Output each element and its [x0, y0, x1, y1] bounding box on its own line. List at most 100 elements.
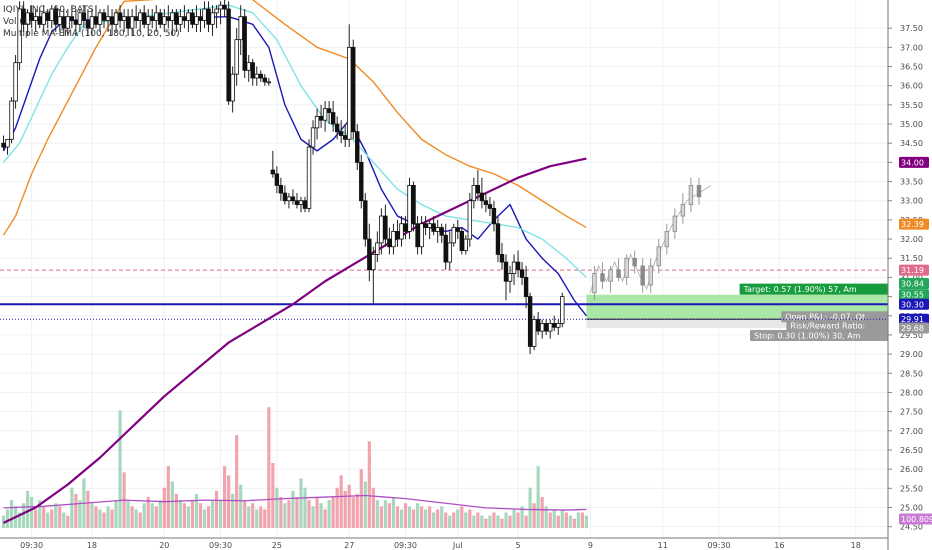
candle-body: [194, 16, 199, 25]
candle: [411, 181, 416, 232]
candle-body: [69, 16, 75, 21]
projection-candle: [680, 193, 686, 224]
y-tick-label: 24.50: [900, 523, 923, 532]
candle-body: [519, 269, 525, 278]
volume-bar: [218, 500, 223, 528]
candle-body: [367, 238, 372, 271]
candle: [318, 104, 324, 128]
volume-bar: [158, 500, 162, 528]
candle: [367, 223, 372, 282]
candle-body: [29, 12, 34, 21]
volume-bar: [50, 509, 54, 528]
volume-bar: [460, 506, 464, 528]
candle: [49, 5, 54, 29]
price-tag: 29.68: [899, 322, 929, 334]
candle: [531, 315, 537, 351]
horizontal-lines-layer: [0, 269, 888, 320]
volume-bar: [206, 506, 211, 528]
volume-bar: [255, 509, 259, 528]
volume-bar: [186, 506, 191, 528]
candle: [351, 39, 356, 140]
candle-body: [330, 112, 336, 125]
price-tag: 30.30: [899, 298, 929, 310]
candle-body: [471, 184, 477, 202]
candle-body: [93, 16, 99, 25]
candle-body: [13, 62, 18, 102]
projection-candle: [600, 262, 605, 289]
price-tag-background: [899, 264, 929, 276]
projection-candle: [624, 254, 629, 286]
y-tick-label: 29.50: [900, 331, 923, 340]
candle-body: [198, 16, 203, 21]
volume-bar: [102, 512, 106, 528]
volume-bar: [214, 490, 219, 528]
candle-body: [214, 8, 219, 14]
candle-body: [117, 12, 123, 21]
candle-body: [286, 196, 292, 202]
projection-candle-body: [616, 269, 621, 278]
candle-body: [230, 73, 235, 102]
candle: [302, 196, 308, 213]
candle-body: [395, 231, 400, 240]
candle-body: [483, 200, 489, 205]
stop-zone: [586, 319, 888, 329]
candle-body: [141, 12, 147, 25]
volume-bar: [17, 512, 22, 528]
volume-bar: [307, 500, 311, 528]
price-tag: 34.00: [899, 156, 929, 168]
candle: [282, 185, 288, 205]
volume-bar: [223, 466, 227, 528]
candle: [519, 262, 525, 286]
candle-body: [41, 12, 46, 25]
projection-candle: [648, 258, 653, 293]
volume-bar: [247, 506, 251, 528]
candle-body: [487, 204, 493, 209]
candle-body: [294, 200, 300, 205]
candle-body: [234, 39, 239, 75]
candle: [13, 55, 18, 109]
candle: [535, 311, 541, 335]
volume-bar: [355, 493, 359, 528]
price-tag-background: [899, 322, 929, 334]
candle: [57, 9, 62, 33]
candle-body: [166, 16, 171, 21]
volume-bar: [138, 512, 142, 528]
volume-bar: [379, 506, 383, 528]
candle: [121, 9, 127, 33]
volume-bar: [26, 490, 30, 528]
candle: [258, 70, 263, 82]
candle-body: [89, 16, 95, 29]
x-tick-label: 25: [272, 541, 282, 550]
price-tag: 30.55: [899, 289, 929, 301]
candle-body: [523, 277, 529, 297]
candle-body: [435, 227, 440, 232]
candle-body: [246, 62, 251, 71]
volume-bar: [86, 490, 90, 528]
candle: [403, 216, 408, 240]
x-tick-label: 09:30: [209, 541, 232, 550]
x-tick-label: 11: [658, 541, 668, 550]
candle-body: [270, 169, 276, 175]
volume-bar: [496, 515, 500, 528]
candle-body: [49, 8, 54, 21]
candle-body: [202, 8, 207, 21]
candle: [544, 319, 549, 335]
candle-body: [57, 16, 62, 25]
volume-bar: [287, 500, 291, 528]
projection-candle-body: [672, 215, 678, 232]
candle: [1, 135, 6, 151]
candle: [89, 9, 95, 36]
volume-bar: [572, 518, 576, 528]
candle-body: [363, 200, 368, 240]
volume-bar: [190, 500, 195, 528]
candle-body: [137, 12, 143, 21]
candle-body: [242, 16, 247, 71]
projection-candle-body: [696, 184, 702, 198]
candle-body: [423, 223, 428, 228]
candle: [238, 5, 243, 56]
candle-body: [511, 261, 517, 274]
candle: [338, 120, 344, 144]
volume-bar: [363, 481, 367, 528]
volume-bar: [476, 512, 480, 528]
